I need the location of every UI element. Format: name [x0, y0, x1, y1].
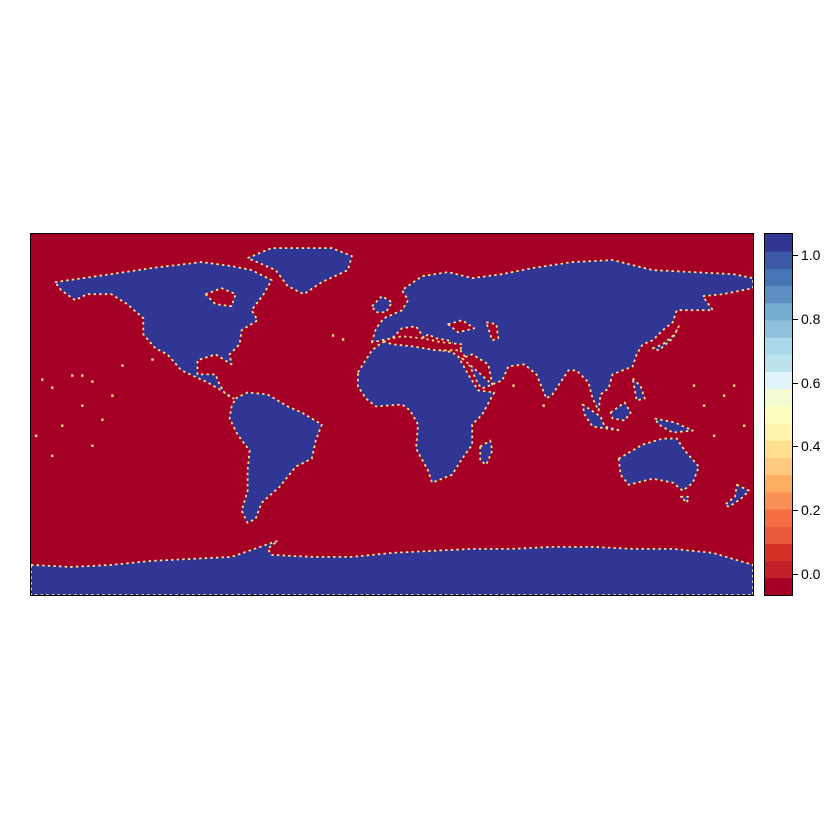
- tick-mark: [793, 510, 798, 512]
- tick-label: 0.8: [801, 310, 821, 327]
- land-madagascar: [479, 439, 494, 466]
- colorbar-svg: [765, 234, 792, 595]
- land-hudson-bay: [204, 287, 237, 308]
- land-arabia-sea: [461, 353, 494, 386]
- land-north-america: [54, 261, 273, 400]
- island-speck: [512, 384, 515, 387]
- colorbar-bin: [765, 474, 792, 493]
- land-british-isles: [371, 295, 393, 314]
- island-speck: [732, 384, 736, 387]
- island-speck: [121, 364, 124, 367]
- land-caspian: [485, 321, 500, 342]
- island-speck: [542, 404, 545, 407]
- tick-label: 1.0: [801, 247, 821, 264]
- tick-label: 0.6: [801, 374, 821, 391]
- land-black-sea: [447, 319, 476, 334]
- colorbar-bin: [765, 302, 792, 321]
- colorbar-bin: [765, 319, 792, 338]
- land-greenland: [246, 247, 353, 296]
- island-speck: [151, 358, 154, 361]
- colorbar-bin: [765, 491, 792, 510]
- colorbar-bin: [765, 405, 792, 424]
- land-antarctica: [31, 539, 753, 595]
- colorbar-bin: [765, 268, 792, 287]
- land-borneo: [609, 401, 632, 422]
- land-new-guinea: [653, 417, 694, 434]
- land-philippines: [631, 377, 646, 402]
- island-speck: [35, 434, 38, 437]
- colorbar-bin: [765, 577, 792, 595]
- colorbar-bin: [765, 354, 792, 373]
- world-map: [30, 233, 754, 596]
- colorbar-bin: [765, 526, 792, 544]
- land-south-america: [228, 391, 323, 524]
- colorbar-bin: [765, 440, 792, 458]
- island-speck: [61, 424, 64, 427]
- island-speck: [331, 334, 335, 337]
- island-specks: [35, 334, 746, 458]
- island-speck: [81, 404, 84, 407]
- colorbar-bin: [765, 543, 792, 562]
- tick-label: 0.0: [801, 565, 821, 582]
- tick-mark: [793, 255, 798, 257]
- island-speck: [742, 424, 746, 427]
- island-speck: [722, 394, 726, 397]
- island-speck: [51, 386, 54, 389]
- colorbar-bin: [765, 457, 792, 476]
- map-svg: [31, 247, 753, 595]
- colorbar-bin: [765, 371, 792, 390]
- land-japan: [651, 325, 680, 352]
- island-speck: [91, 380, 94, 383]
- island-speck: [692, 384, 696, 387]
- tick-label: 0.2: [801, 502, 821, 519]
- island-speck: [41, 378, 44, 381]
- legend-ticks: 0.0 0.2 0.4 0.6 0.8 1.0: [793, 233, 840, 596]
- land-tasmania: [679, 495, 690, 504]
- colorbar-bin: [765, 285, 792, 304]
- island-speck: [712, 434, 716, 437]
- colorbar-bin: [765, 337, 792, 355]
- land-areas: [31, 247, 753, 595]
- land-new-zealand: [724, 483, 750, 508]
- tick-mark: [793, 573, 798, 575]
- island-speck: [111, 394, 114, 397]
- tick-label: 0.4: [801, 438, 821, 455]
- legend-colorbar: [764, 233, 793, 596]
- colorbar-bin: [765, 423, 792, 441]
- tick-mark: [793, 446, 798, 448]
- colorbar-bin: [765, 509, 792, 527]
- island-speck: [71, 374, 74, 377]
- colorbar-bin: [765, 251, 792, 269]
- island-speck: [341, 338, 345, 341]
- land-australia: [617, 437, 700, 492]
- island-speck: [101, 418, 104, 421]
- island-speck: [51, 454, 54, 458]
- tick-mark: [793, 318, 798, 320]
- colorbar-bin: [765, 388, 792, 407]
- land-sumatra-java: [581, 403, 622, 432]
- island-speck: [81, 374, 84, 377]
- land-mediterranean: [381, 335, 464, 352]
- colorbar-bin: [765, 234, 792, 252]
- colorbar-bin: [765, 560, 792, 579]
- tick-mark: [793, 382, 798, 384]
- island-speck: [702, 404, 706, 407]
- island-speck: [91, 444, 94, 447]
